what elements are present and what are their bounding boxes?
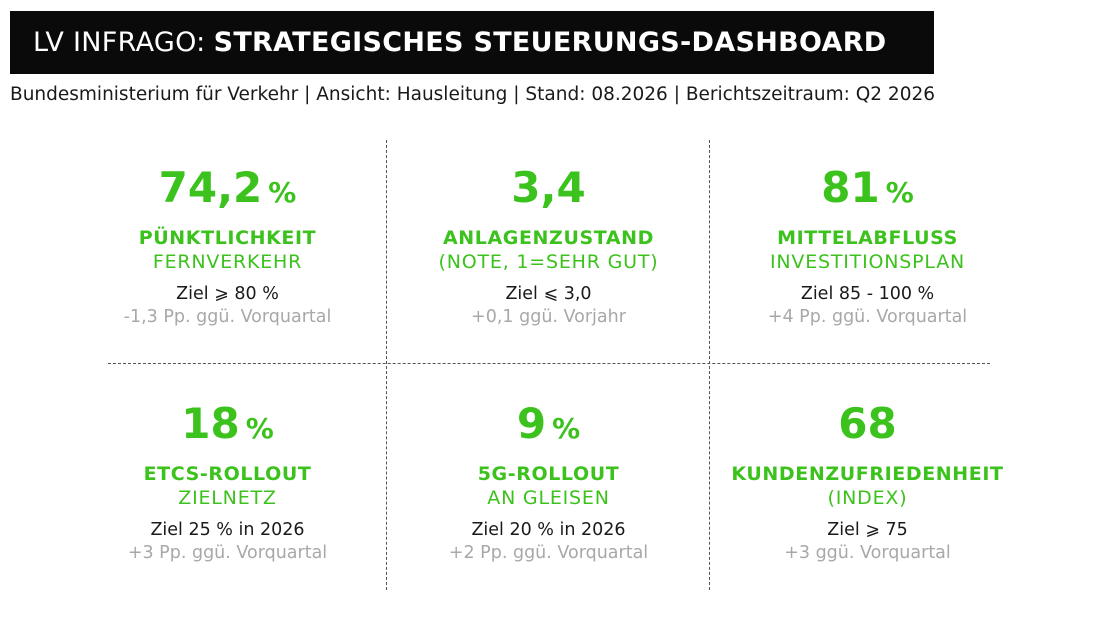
- title-prefix: LV INFRAGO:: [33, 27, 206, 58]
- kpi-label: MITTELABFLUSS: [777, 227, 958, 249]
- kpi-value: 18: [181, 399, 240, 448]
- kpi-label: 5G-ROLLOUT: [477, 463, 620, 485]
- kpi-target: Ziel 25 % in 2026: [150, 520, 305, 540]
- kpi-sublabel: (NOTE, 1=SEHR GUT): [438, 251, 659, 273]
- kpi-label: ANLAGENZUSTAND: [442, 227, 655, 249]
- kpi-tile-5g-rollout: 9% 5G-ROLLOUT AN GLEISEN Ziel 20 % in 20…: [387, 400, 710, 565]
- kpi-unit: %: [268, 176, 297, 209]
- kpi-target: Ziel ⩾ 80 %: [176, 284, 279, 304]
- kpi-tile-customer-satisfaction: 68 KUNDENZUFRIEDENHEIT (INDEX) Ziel ⩾ 75…: [706, 400, 1029, 565]
- kpi-tile-fund-outflow: 81% MITTELABFLUSS INVESTITIONSPLAN Ziel …: [706, 164, 1029, 329]
- kpi-change: +0,1 ggü. Vorjahr: [471, 307, 626, 327]
- kpi-sublabel: INVESTITIONSPLAN: [769, 251, 966, 273]
- kpi-sublabel: (INDEX): [827, 487, 908, 509]
- kpi-target: Ziel 85 - 100 %: [800, 284, 935, 304]
- kpi-value: 3,4: [511, 163, 586, 212]
- kpi-change: +3 Pp. ggü. Vorquartal: [127, 543, 328, 563]
- kpi-label: PÜNKTLICHKEIT: [138, 227, 317, 249]
- kpi-target: Ziel ⩾ 75: [827, 520, 908, 540]
- kpi-value-line: 9%: [387, 400, 710, 450]
- kpi-value: 68: [838, 399, 897, 448]
- kpi-value-line: 74,2%: [66, 164, 389, 214]
- grid-divider-horizontal: [108, 363, 990, 364]
- kpi-change: -1,3 Pp. ggü. Vorquartal: [123, 307, 332, 327]
- kpi-value-line: 18%: [66, 400, 389, 450]
- kpi-grid: 74,2% PÜNKTLICHKEIT FERNVERKEHR Ziel ⩾ 8…: [0, 140, 1100, 595]
- kpi-unit: %: [245, 412, 274, 445]
- kpi-change: +3 ggü. Vorquartal: [784, 543, 951, 563]
- kpi-value-line: 68: [706, 400, 1029, 450]
- kpi-sublabel: FERNVERKEHR: [152, 251, 303, 273]
- grid-divider-vertical: [386, 140, 387, 590]
- dashboard-title: STRATEGISCHES STEUERUNGS-DASHBOARD: [213, 27, 887, 58]
- kpi-change: +4 Pp. ggü. Vorquartal: [767, 307, 968, 327]
- kpi-sublabel: AN GLEISEN: [487, 487, 610, 509]
- kpi-value-line: 3,4: [387, 164, 710, 214]
- grid-divider-vertical: [709, 140, 710, 590]
- kpi-target: Ziel 20 % in 2026: [471, 520, 626, 540]
- kpi-tile-etcs-rollout: 18% ETCS-ROLLOUT ZIELNETZ Ziel 25 % in 2…: [66, 400, 389, 565]
- kpi-value-line: 81%: [706, 164, 1029, 214]
- kpi-value: 74,2: [158, 163, 263, 212]
- dashboard-subtitle: Bundesministerium für Verkehr | Ansicht:…: [10, 84, 936, 105]
- kpi-change: +2 Pp. ggü. Vorquartal: [448, 543, 649, 563]
- kpi-unit: %: [552, 412, 581, 445]
- kpi-value: 81: [821, 163, 880, 212]
- kpi-tile-punctuality: 74,2% PÜNKTLICHKEIT FERNVERKEHR Ziel ⩾ 8…: [66, 164, 389, 329]
- kpi-target: Ziel ⩽ 3,0: [505, 284, 592, 304]
- kpi-value: 9: [516, 399, 547, 448]
- kpi-label: KUNDENZUFRIEDENHEIT: [731, 463, 1004, 485]
- dashboard-title-bar: LV INFRAGO: STRATEGISCHES STEUERUNGS-DAS…: [10, 11, 934, 74]
- kpi-unit: %: [885, 176, 914, 209]
- kpi-tile-asset-condition: 3,4 ANLAGENZUSTAND (NOTE, 1=SEHR GUT) Zi…: [387, 164, 710, 329]
- kpi-label: ETCS-ROLLOUT: [143, 463, 312, 485]
- kpi-sublabel: ZIELNETZ: [178, 487, 277, 509]
